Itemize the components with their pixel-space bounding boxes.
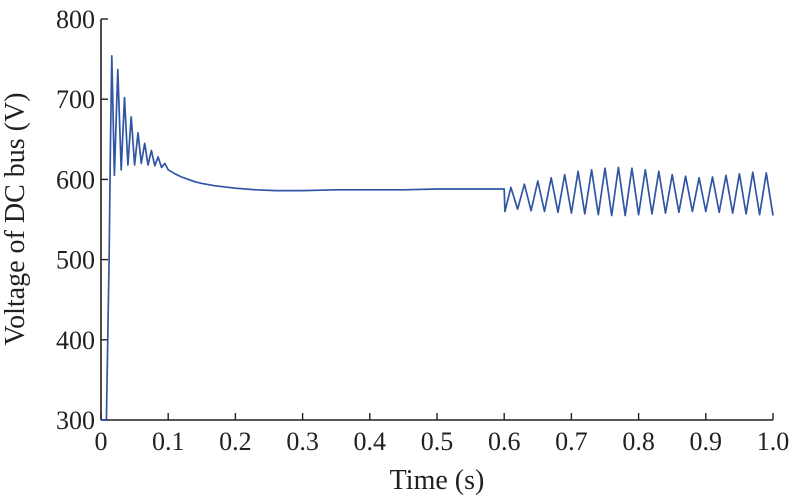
x-tick-label: 1.0 [757,427,790,456]
y-tick-label: 700 [56,85,95,114]
x-tick-label: 0.1 [152,427,185,456]
x-tick-label: 0 [95,427,108,456]
y-tick-label: 600 [56,165,95,194]
x-tick-label: 0.3 [286,427,319,456]
y-tick-label: 400 [56,326,95,355]
axes [100,19,773,421]
y-axis-title: Voltage of DC bus (V) [0,92,31,345]
x-tick-label: 0.8 [622,427,655,456]
y-tick-label: 300 [56,406,95,435]
series-group [101,55,774,421]
x-axis-title: Time (s) [390,465,485,496]
x-tick-label: 0.4 [354,427,387,456]
y-ticks: 300 400 500 600 700 800 [56,5,108,435]
x-tick-label: 0.7 [555,427,588,456]
y-tick-label: 500 [56,246,95,275]
x-tick-label: 0.6 [488,427,521,456]
x-tick-label: 0.9 [690,427,723,456]
x-tick-label: 0.2 [219,427,252,456]
x-ticks: 0 0.1 0.2 0.3 0.4 0.5 0.6 0.7 0.8 0.9 1.0 [95,413,790,456]
x-tick-label: 0.5 [421,427,454,456]
y-tick-label: 800 [56,5,95,34]
series-line [101,55,774,421]
